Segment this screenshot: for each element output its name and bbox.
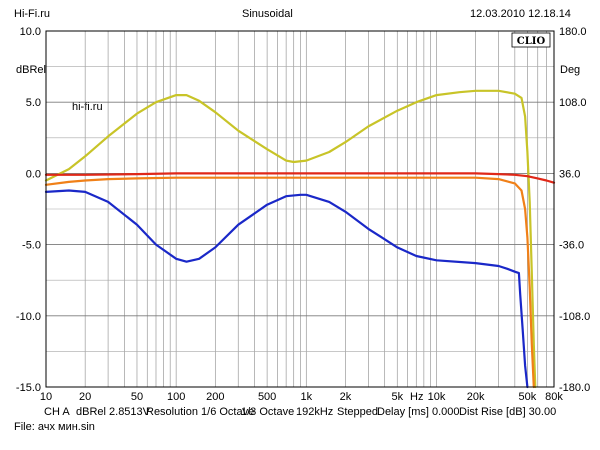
plot-border bbox=[45, 30, 555, 388]
series-line-3 bbox=[44, 176, 535, 389]
x-tick-label: 20 bbox=[79, 391, 91, 403]
x-tick-label: 80k bbox=[545, 391, 563, 403]
footer-dist-rise: Dist Rise [dB] 30.00 bbox=[459, 406, 557, 418]
y-tick-label: 0.0 bbox=[26, 168, 41, 180]
y2-axis-label: Deg bbox=[560, 64, 581, 76]
brand-badge: CLIO bbox=[517, 36, 546, 47]
y2-tick-label: -180.0 bbox=[559, 382, 590, 394]
x-tick-label: 1k bbox=[300, 391, 312, 403]
y2-tick-label: 108.0 bbox=[559, 97, 587, 109]
x-tick-label: 10k bbox=[428, 391, 446, 403]
watermark-text: hi-fi.ru bbox=[72, 101, 103, 113]
footer-octave: 1/3 Octave bbox=[241, 406, 295, 418]
y-tick-label: 10.0 bbox=[20, 26, 41, 38]
x-tick-label: 10 bbox=[40, 391, 52, 403]
chart-series bbox=[44, 89, 556, 389]
y-tick-label: -5.0 bbox=[22, 240, 41, 252]
footer-channel: CH A bbox=[44, 406, 70, 418]
brand-badge-bg bbox=[511, 32, 551, 48]
y2-tick-label: -36.0 bbox=[559, 240, 584, 252]
footer-mode: Stepped bbox=[337, 406, 378, 418]
header-title: Sinusoidal bbox=[242, 8, 293, 20]
x-tick-label: 20k bbox=[467, 391, 485, 403]
y2-tick-label: 180.0 bbox=[559, 26, 587, 38]
header-datetime: 12.03.2010 12.18.14 bbox=[470, 8, 571, 20]
series-line-1 bbox=[44, 89, 537, 389]
footer-resolution: Resolution 1/6 Octave bbox=[146, 406, 255, 418]
footer-file: File: ачх мин.sin bbox=[14, 421, 95, 433]
series-line-4 bbox=[44, 189, 529, 389]
watermark: hi-fi.ru bbox=[72, 101, 103, 113]
footer-rate: 192kHz bbox=[296, 406, 334, 418]
footer-delay: Delay [ms] 0.000 bbox=[377, 406, 460, 418]
x-tick-label: 50 bbox=[131, 391, 143, 403]
x-tick-label: 200 bbox=[206, 391, 224, 403]
header-app-name: Hi-Fi.ru bbox=[14, 8, 51, 20]
x-tick-label: 500 bbox=[258, 391, 276, 403]
y-tick-label: -15.0 bbox=[16, 382, 41, 394]
footer-level: dBRel 2.8513V bbox=[76, 406, 150, 418]
series-line-2 bbox=[44, 172, 556, 184]
x-tick-label: 50k bbox=[519, 391, 537, 403]
chart-tick-labels: 10 20 50 100 200 500 1k 2k 5k 10k 20k 50k 80k 10.0 5.0… bbox=[16, 26, 590, 403]
x-axis-unit: Hz bbox=[410, 391, 424, 403]
x-tick-label: 2k bbox=[340, 391, 352, 403]
x-tick-label: 5k bbox=[391, 391, 403, 403]
chart-grid bbox=[46, 31, 554, 387]
y2-tick-label: -108.0 bbox=[559, 311, 590, 323]
y-tick-label: 5.0 bbox=[26, 97, 41, 109]
y2-tick-label: 36.0 bbox=[559, 168, 580, 180]
y-tick-label: -10.0 bbox=[16, 311, 41, 323]
y-axis-label: dBRel bbox=[16, 64, 46, 76]
x-tick-label: 100 bbox=[167, 391, 185, 403]
